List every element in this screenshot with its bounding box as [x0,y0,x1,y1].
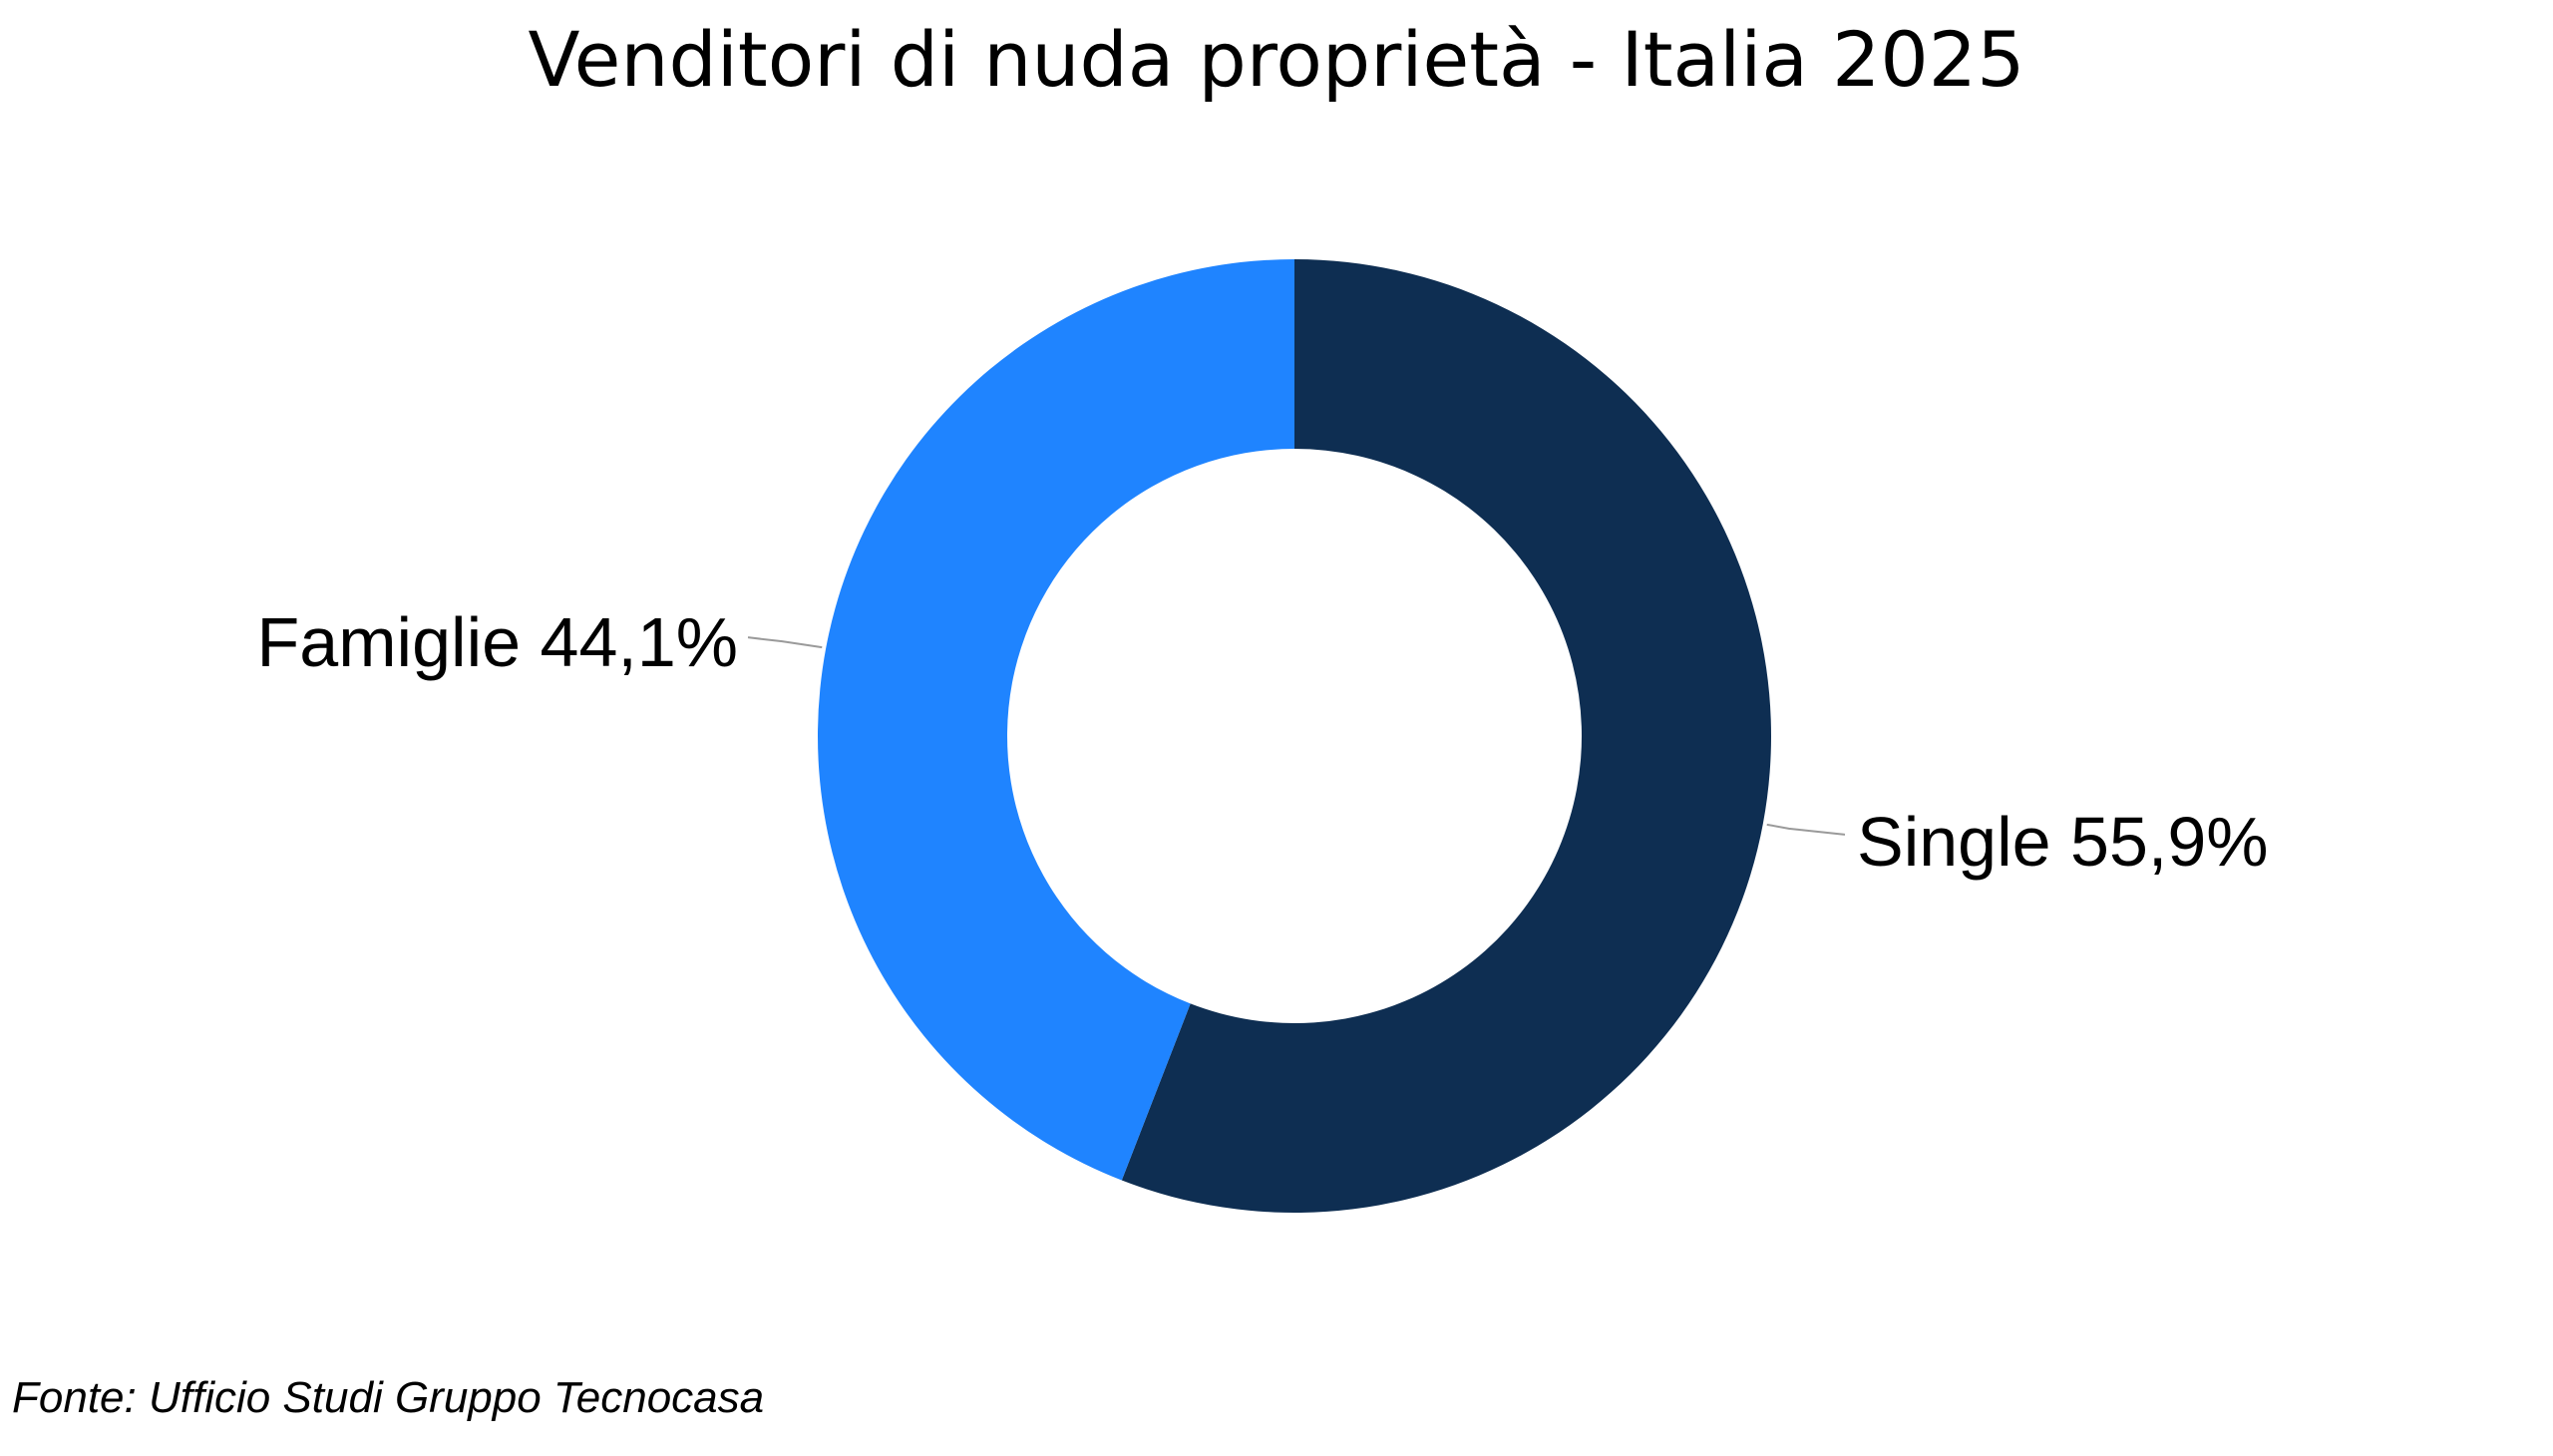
label-famiglie: Famiglie 44,1% [257,603,738,681]
source-note: Fonte: Ufficio Studi Gruppo Tecnocasa [12,1373,764,1422]
label-leaders [747,636,1846,836]
donut-slices [817,259,1771,1213]
leader-single [1766,823,1846,836]
chart-title: Venditori di nuda proprietà - Italia 202… [529,15,2025,104]
slice-labels: Single 55,9% Famiglie 44,1% [257,603,2269,881]
slice-single [1121,259,1771,1213]
label-single: Single 55,9% [1857,803,2269,881]
leader-famiglie [747,636,823,649]
slice-famiglie [817,259,1294,1181]
